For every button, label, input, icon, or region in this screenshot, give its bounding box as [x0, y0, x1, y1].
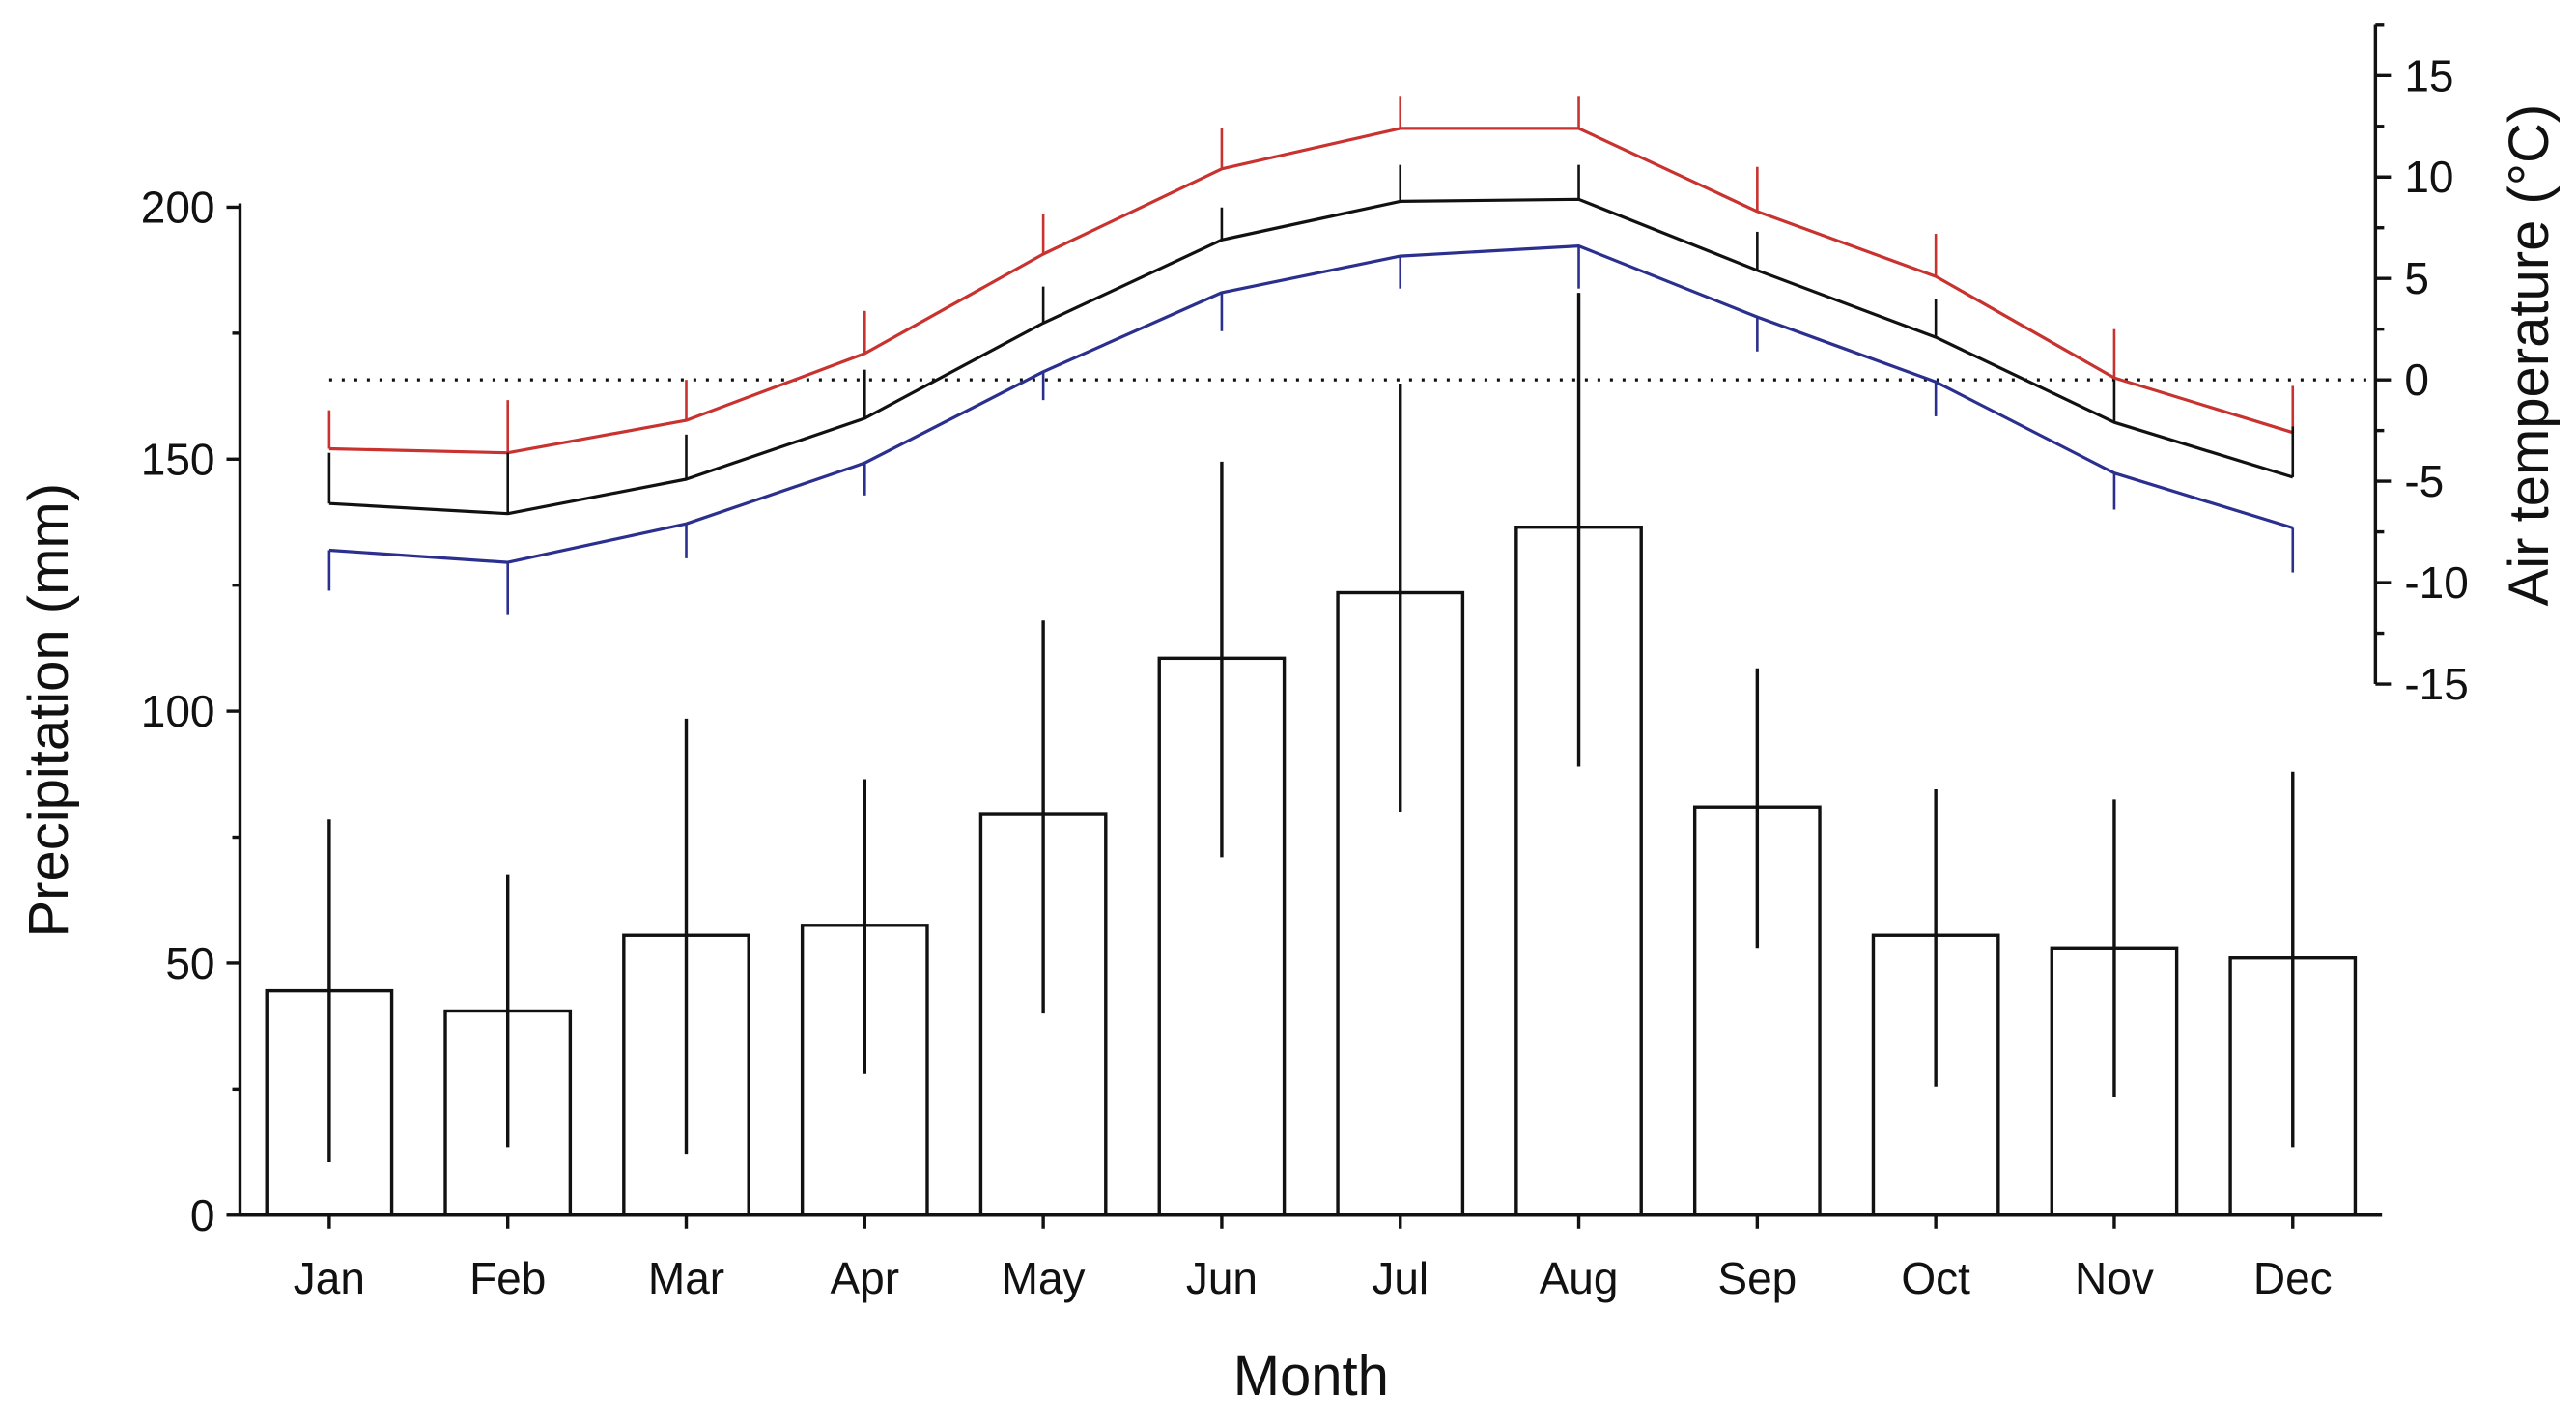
x-tick-label-nov: Nov — [2075, 1253, 2154, 1303]
y-tick-label: 50 — [165, 938, 214, 988]
x-tick-label-jun: Jun — [1186, 1253, 1258, 1303]
x-tick-label-mar: Mar — [648, 1253, 724, 1303]
y2-tick-label: 10 — [2404, 152, 2453, 202]
x-tick-label-feb: Feb — [469, 1253, 546, 1303]
temperature-lines — [327, 96, 2295, 615]
x-tick-label-may: May — [1002, 1253, 1086, 1303]
precip-bar-aug — [1514, 526, 1643, 1217]
temp-max-line — [328, 127, 2294, 455]
y-tick-label: 150 — [141, 434, 215, 484]
y2-axis-title: Air temperature (°C) — [2498, 104, 2561, 607]
x-tick-label-apr: Apr — [831, 1253, 900, 1303]
y2-tick-label: -10 — [2404, 557, 2468, 608]
x-axis-title: Month — [1233, 1345, 1389, 1408]
x-tick-label-sep: Sep — [1717, 1253, 1797, 1303]
precipitation-bars — [265, 293, 2358, 1217]
y-tick-label: 100 — [141, 686, 215, 736]
x-tick-label-dec: Dec — [2253, 1253, 2333, 1303]
y2-tick-label: -5 — [2404, 456, 2444, 506]
y2-tick-label: 0 — [2404, 355, 2429, 405]
y2-tick-label: 5 — [2404, 253, 2429, 303]
y-tick-label: 200 — [141, 182, 215, 232]
y-tick-label: 0 — [190, 1190, 215, 1240]
x-tick-label-jan: Jan — [294, 1253, 365, 1303]
y-axis-title: Precipitation (mm) — [17, 483, 80, 938]
temp-mean-line — [328, 197, 2294, 516]
x-tick-label-oct: Oct — [1901, 1253, 1970, 1303]
x-tick-label-aug: Aug — [1540, 1253, 1619, 1303]
x-tick-label-jul: Jul — [1372, 1253, 1429, 1303]
y2-tick-label: 15 — [2404, 50, 2453, 100]
y2-tick-label: -15 — [2404, 659, 2468, 709]
temp-min-line — [328, 244, 2294, 564]
